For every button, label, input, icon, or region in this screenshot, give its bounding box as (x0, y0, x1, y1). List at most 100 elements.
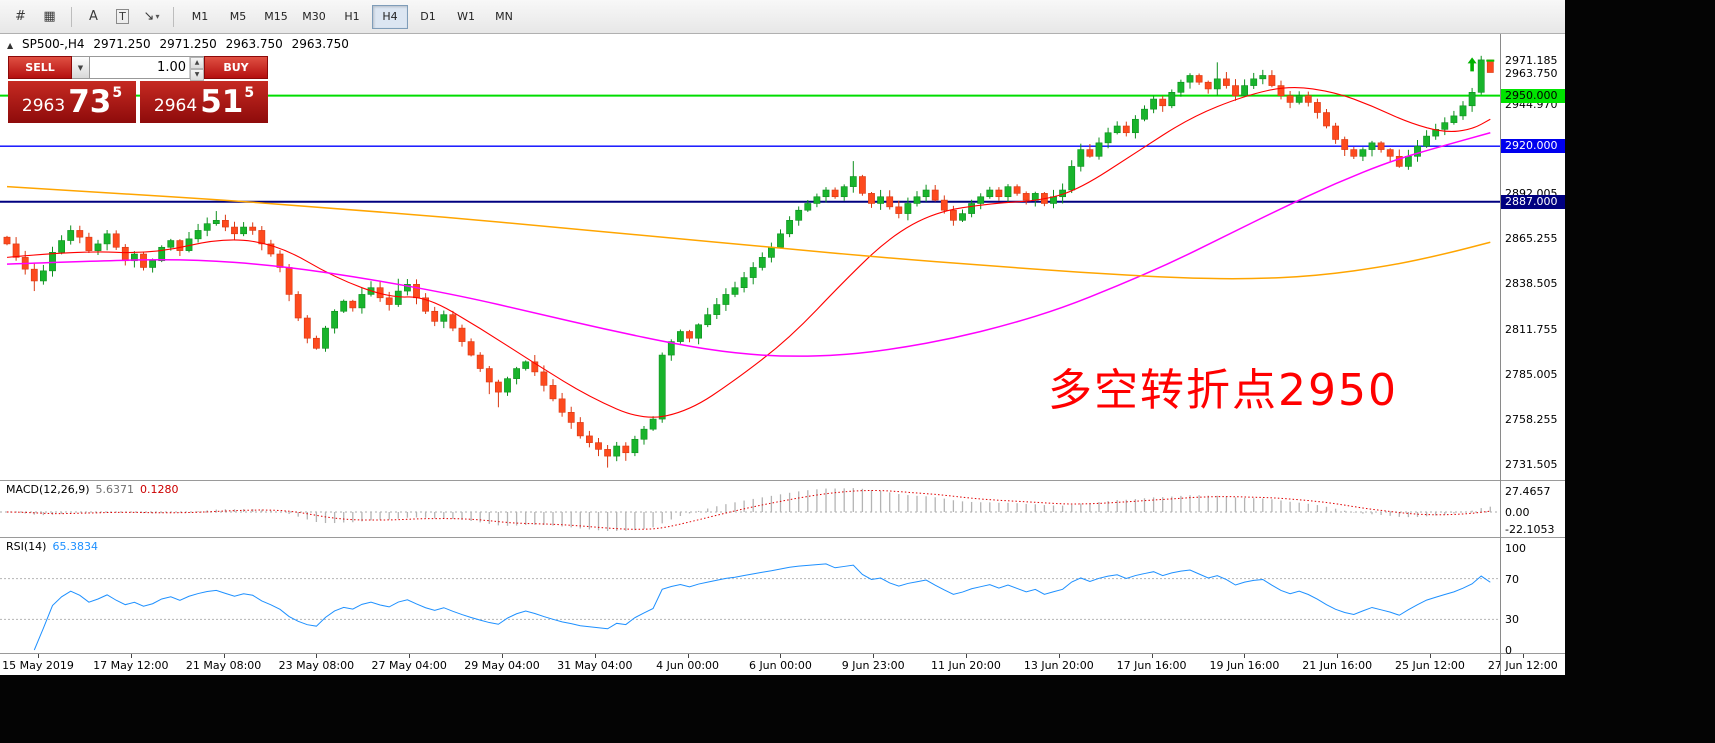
timeframe-h1[interactable]: H1 (344, 10, 360, 23)
candle-body (1186, 75, 1194, 83)
candle-body (604, 449, 611, 457)
volume-dropdown[interactable]: ▼ (72, 56, 90, 79)
time-tick (1058, 654, 1060, 658)
time-tick (1522, 654, 1524, 658)
arrow-objects-button[interactable]: ↘ ▾ (138, 4, 165, 30)
timeframe-m30[interactable]: M30 (302, 10, 326, 23)
candle-body (1132, 118, 1139, 134)
time-tick (873, 654, 875, 658)
ohlc-open: 2971.250 (93, 37, 151, 51)
candle-body (1177, 81, 1185, 93)
timeframe-m5[interactable]: M5 (229, 10, 247, 23)
candle-body (403, 284, 411, 292)
ask-price-big: 51 (200, 83, 244, 120)
timeframe-mn[interactable]: MN (495, 10, 513, 23)
crosshair-tool-button[interactable]: # (7, 4, 34, 30)
candle-body (558, 398, 566, 413)
timeframe-m1[interactable]: M1 (191, 10, 209, 23)
candle-body (1150, 98, 1157, 110)
candle-body (549, 385, 557, 400)
candle-body (1314, 102, 1321, 113)
candle-body (786, 220, 793, 235)
rsi-pane[interactable]: RSI(14) 65.3834 100 70 30 0 (0, 537, 1565, 657)
candle-body (1022, 193, 1030, 201)
candle-body (731, 287, 739, 295)
candle-body (94, 243, 102, 251)
date-label: 17 Jun 16:00 (1116, 659, 1187, 672)
candle-body (704, 314, 712, 326)
candle-body (767, 246, 775, 258)
candle-body (1304, 95, 1312, 103)
timeframe-w1[interactable]: W1 (457, 10, 475, 23)
candle-body (231, 226, 238, 235)
candle-body (176, 240, 184, 251)
candle-body (467, 341, 475, 356)
candle-body (822, 189, 830, 198)
buy-price-tile[interactable]: 2964 51 5 (140, 81, 268, 123)
time-tick (1151, 654, 1153, 658)
chart-area[interactable]: ▲ SP500-,H4 2971.250 2971.250 2963.750 2… (0, 34, 1565, 675)
macd-axis-label: 0.00 (1505, 506, 1530, 519)
date-label: 25 Jun 12:00 (1395, 659, 1465, 672)
candle-body (1159, 98, 1167, 107)
toolbar: # ▦ A T ↘ ▾ M1 M5 M15 M30 H1 H4 D1 W1 MN (0, 0, 1565, 34)
candle-body (276, 253, 284, 268)
candle-body (585, 435, 593, 443)
candle-body (1477, 59, 1485, 93)
macd-pane[interactable]: MACD(12,26,9) 5.6371 0.1280 27.4657 0.00 -22… (0, 480, 1565, 537)
price-axis[interactable]: 2971.1852963.7502944.9702892.0052865.255… (1501, 34, 1565, 480)
macd-label: MACD(12,26,9) 5.6371 0.1280 (6, 483, 179, 496)
volume-decrease-button[interactable]: ▼ (190, 69, 204, 81)
mt4-window: # ▦ A T ↘ ▾ M1 M5 M15 M30 H1 H4 D1 W1 MN… (0, 0, 1565, 675)
candle-body (167, 240, 175, 248)
grid-tool-button[interactable]: ▦ (36, 4, 63, 30)
candle-body (576, 422, 584, 437)
chevron-down-icon: ▾ (155, 12, 160, 21)
candle-body (1104, 132, 1112, 144)
toolbar-separator (71, 6, 72, 27)
buy-button[interactable]: BUY (204, 56, 268, 79)
candle-body (886, 196, 894, 208)
timeframe-d1[interactable]: D1 (420, 10, 436, 23)
sell-price-tile[interactable]: 2963 73 5 (8, 81, 136, 123)
candle-body (3, 236, 11, 245)
grid-icon: ▦ (43, 9, 56, 24)
candle-body (1423, 135, 1430, 147)
candle-body (1441, 122, 1449, 130)
candle-body (904, 203, 912, 214)
candle-body (103, 233, 111, 245)
candle-body (158, 246, 166, 262)
candle-body (1386, 149, 1394, 157)
price-tag-2950.000: 2950.000 (1501, 88, 1565, 103)
date-label: 31 May 04:00 (557, 659, 633, 672)
rsi-axis-label: 100 (1505, 542, 1526, 555)
sell-button[interactable]: SELL (8, 56, 72, 79)
candle-body (840, 186, 848, 198)
time-tick (38, 654, 39, 658)
volume-input[interactable] (90, 57, 189, 78)
candle-body (1004, 186, 1012, 198)
time-axis[interactable]: 15 May 2019 17 May 12:00 21 May 08:00 23 Ma… (0, 653, 1565, 675)
time-tick (223, 654, 225, 658)
label-tool-button[interactable]: T (109, 4, 136, 30)
candle-body (1414, 145, 1421, 157)
volume-increase-button[interactable]: ▲ (190, 57, 204, 69)
buy-arrow-icon (1467, 57, 1477, 72)
candle-body (349, 300, 357, 309)
bid-price-pip: 5 (112, 85, 123, 101)
candle-body (1468, 92, 1476, 107)
time-tick (409, 654, 411, 658)
text-icon: A (89, 9, 98, 24)
text-tool-button[interactable]: A (80, 4, 107, 30)
timeframe-h4[interactable]: H4 (372, 4, 408, 29)
candle-body (222, 220, 229, 228)
candle-body (385, 297, 393, 305)
price-tick: 2838.505 (1505, 277, 1558, 291)
date-label: 9 Jun 23:00 (841, 659, 905, 672)
time-tick (780, 654, 782, 658)
macd-signal-line (6, 489, 1491, 530)
ohlc-high: 2971.250 (159, 37, 217, 51)
price-chart-canvas[interactable] (0, 34, 1500, 480)
candle-body (30, 268, 38, 282)
timeframe-m15[interactable]: M15 (264, 10, 288, 23)
